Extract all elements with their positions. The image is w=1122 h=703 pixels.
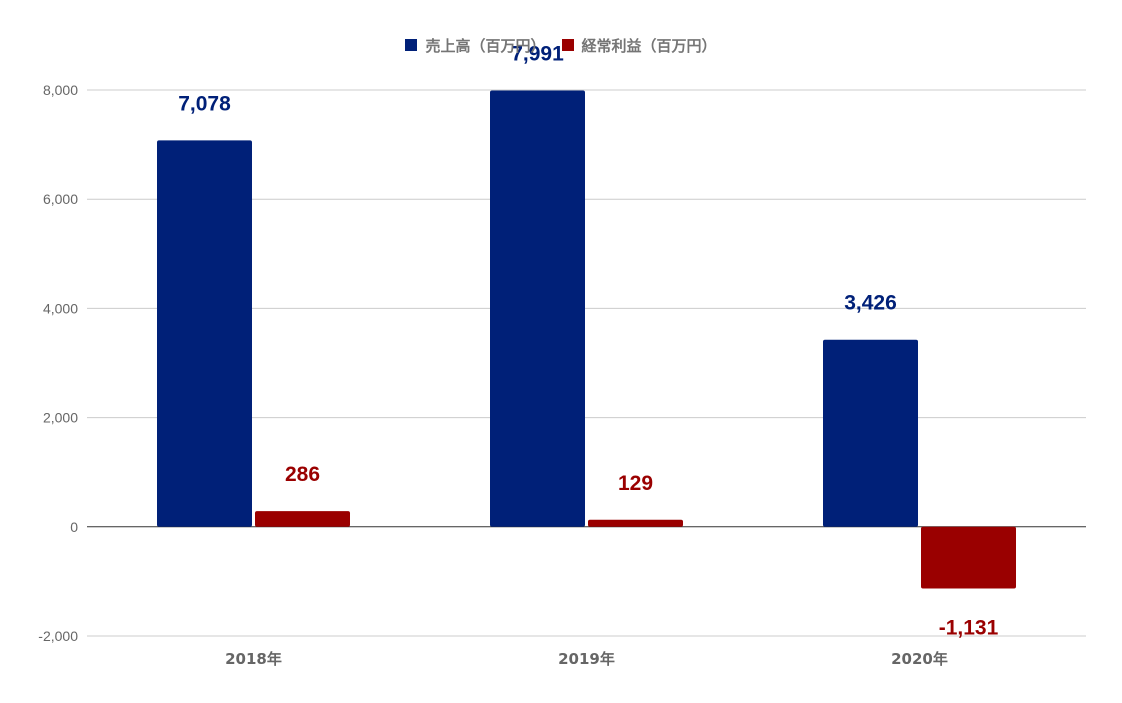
legend-swatch-sales <box>405 39 418 51</box>
bar-profit <box>255 511 350 527</box>
y-tick-label: -2,000 <box>38 628 78 644</box>
y-tick-label: 8,000 <box>43 82 78 98</box>
legend-label-sales: 売上高（百万円） <box>425 36 546 55</box>
x-tick-label: 2020年 <box>891 650 948 668</box>
data-label-sales: 3,426 <box>844 292 897 315</box>
data-label-profit: -1,131 <box>939 617 999 640</box>
y-tick-label: 0 <box>70 519 78 535</box>
x-tick-label: 2018年 <box>225 650 282 668</box>
bar-sales <box>823 339 918 527</box>
data-label-profit: 129 <box>618 472 653 495</box>
legend: 売上高（百万円） 経常利益（百万円） <box>0 34 1122 56</box>
y-tick-label: 4,000 <box>43 300 78 316</box>
legend-item-sales: 売上高（百万円） <box>405 35 546 56</box>
legend-item-profit: 経常利益（百万円） <box>561 35 717 56</box>
y-tick-label: 2,000 <box>43 410 78 426</box>
bar-profit <box>921 526 1016 589</box>
y-tick-label: 6,000 <box>43 191 78 207</box>
bar-profit <box>588 519 683 527</box>
x-tick-label: 2019年 <box>558 650 615 668</box>
legend-swatch-profit <box>561 39 574 51</box>
legend-label-profit: 経常利益（百万円） <box>581 36 717 55</box>
data-label-profit: 286 <box>285 463 320 486</box>
bar-sales <box>157 140 252 527</box>
bar-sales <box>490 90 585 527</box>
data-label-sales: 7,991 <box>511 42 564 65</box>
data-label-sales: 7,078 <box>178 92 231 115</box>
